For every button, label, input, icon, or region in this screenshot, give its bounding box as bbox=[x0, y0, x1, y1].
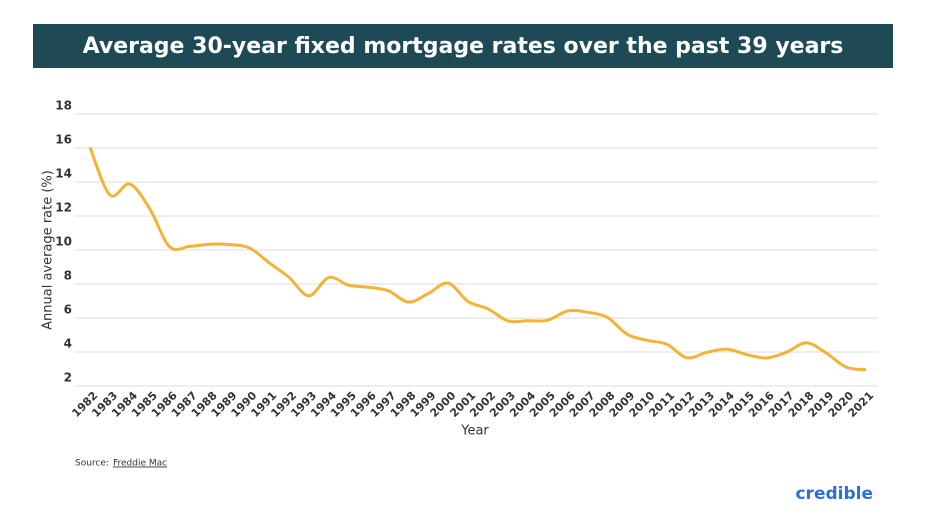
y-tick-label: 14 bbox=[55, 167, 72, 181]
y-axis-label: Annual average rate (%) bbox=[41, 170, 56, 330]
y-tick-label: 12 bbox=[55, 201, 72, 215]
y-tick-label: 6 bbox=[64, 303, 72, 317]
source-link[interactable]: Freddie Mac bbox=[113, 459, 167, 469]
y-tick-label: 4 bbox=[64, 337, 72, 351]
y-tick-label: 16 bbox=[55, 133, 72, 147]
chart-title: Average 30-year fixed mortgage rates ove… bbox=[83, 34, 844, 59]
y-tick-label: 8 bbox=[64, 269, 72, 283]
x-axis-label: Year bbox=[460, 424, 489, 439]
line-series bbox=[88, 146, 867, 372]
source-label: Source: bbox=[75, 459, 109, 469]
brand-logo: credible bbox=[795, 484, 873, 504]
y-tick-label: 18 bbox=[55, 99, 72, 113]
y-tick-label: 10 bbox=[55, 235, 72, 249]
title-banner bbox=[33, 24, 893, 68]
y-tick-label: 2 bbox=[64, 371, 72, 385]
